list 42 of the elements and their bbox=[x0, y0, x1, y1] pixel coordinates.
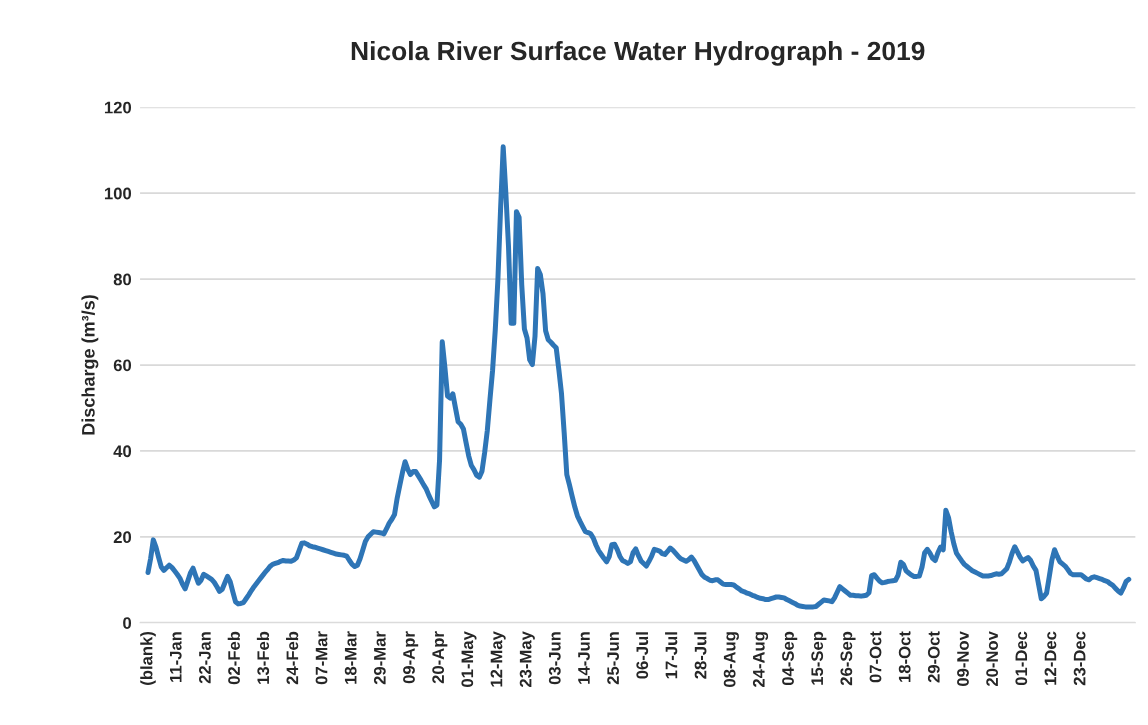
x-tick-label: 20-Apr bbox=[432, 631, 448, 684]
x-tick-label: 20-Nov bbox=[986, 631, 999, 687]
x-tick-label: 09-Apr bbox=[403, 631, 419, 684]
x-tick-label: 29-Mar bbox=[373, 631, 386, 685]
x-tick-label: 23-May bbox=[519, 631, 535, 688]
y-axis-title: Discharge (m³/s) bbox=[81, 295, 99, 435]
x-tick-label: 25-Jun bbox=[607, 632, 619, 685]
x-tick-label: 12-May bbox=[490, 631, 506, 687]
y-tick-label: 120 bbox=[104, 101, 132, 114]
x-tick-label: 03-Jun bbox=[548, 632, 561, 685]
y-tick-label: 80 bbox=[113, 273, 132, 286]
x-tick-label: 07-Oct bbox=[869, 631, 882, 683]
x-tick-label: 17-Jul bbox=[665, 632, 678, 679]
y-tick-label: 40 bbox=[113, 445, 132, 458]
y-tick-label: 100 bbox=[104, 187, 132, 200]
x-tick-label: (blank) bbox=[140, 631, 156, 685]
x-tick-label: 13-Feb bbox=[256, 631, 270, 684]
x-tick-label: 01-May bbox=[461, 631, 477, 687]
x-tick-label: 23-Dec bbox=[1073, 631, 1086, 686]
x-tick-label: 04-Sep bbox=[782, 631, 798, 686]
x-tick-label: 01-Dec bbox=[1015, 631, 1028, 686]
x-tick-label: 08-Aug bbox=[723, 632, 739, 687]
x-tick-label: 12-Dec bbox=[1044, 631, 1057, 685]
chart-title: Nicola River Surface Water Hydrograph - 2019 bbox=[351, 40, 925, 66]
x-tick-label: 24-Aug bbox=[752, 632, 769, 688]
x-tick-label: 09-Nov bbox=[957, 631, 969, 687]
x-tick-label: 02-Feb bbox=[227, 631, 240, 685]
x-tick-label: 24-Feb bbox=[286, 631, 299, 685]
y-tick-label: 60 bbox=[113, 359, 132, 372]
x-tick-label: 18-Mar bbox=[344, 631, 357, 684]
x-tick-label: 22-Jan bbox=[198, 632, 211, 684]
y-tick-label: 20 bbox=[113, 531, 132, 544]
x-tick-label: 29-Oct bbox=[927, 631, 940, 683]
x-tick-label: 11-Jan bbox=[170, 632, 182, 682]
y-tick-label: 0 bbox=[123, 617, 132, 629]
x-tick-label: 07-Mar bbox=[315, 631, 328, 685]
x-tick-label: 14-Jun bbox=[578, 632, 590, 684]
x-tick-label: 28-Jul bbox=[694, 632, 707, 679]
x-tick-label: 18-Oct bbox=[898, 631, 911, 682]
x-tick-label: 26-Sep bbox=[840, 631, 856, 686]
x-tick-label: 06-Jul bbox=[635, 632, 649, 679]
x-tick-label: 15-Sep bbox=[811, 631, 827, 685]
